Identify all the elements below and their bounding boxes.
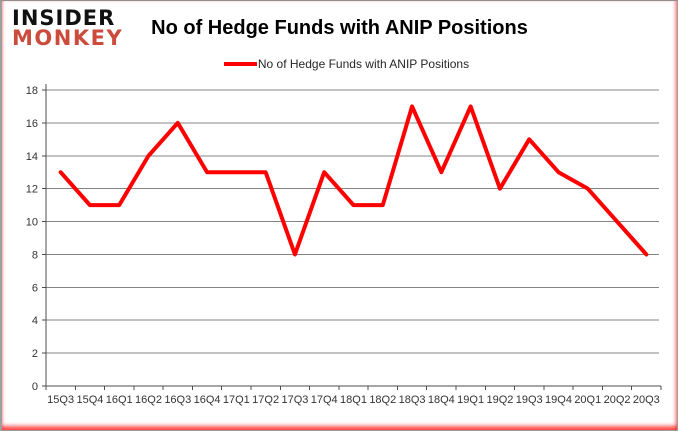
x-tick-label: 16Q3: [164, 394, 191, 406]
x-tick-label: 17Q3: [281, 394, 308, 406]
x-tick-label: 18Q3: [399, 394, 426, 406]
insider-monkey-logo: INSIDER MONKEY: [12, 6, 124, 50]
legend-label: No of Hedge Funds with ANIP Positions: [257, 57, 470, 71]
x-tick-label: 20Q3: [633, 394, 660, 406]
x-tick-label: 18Q4: [428, 394, 455, 406]
x-tick-label: 19Q2: [486, 394, 513, 406]
x-tick-label: 19Q3: [516, 394, 543, 406]
x-tick-label: 19Q1: [457, 394, 484, 406]
y-tick-label: 0: [32, 381, 38, 393]
logo-monkey-text: MONKEY: [12, 25, 124, 50]
y-tick-label: 18: [26, 85, 38, 97]
x-tick-label: 17Q2: [252, 394, 279, 406]
y-tick-label: 12: [26, 184, 38, 196]
legend-line-swatch: [223, 62, 257, 66]
x-tick-label: 16Q4: [194, 394, 221, 406]
y-tick-label: 6: [32, 282, 38, 294]
x-tick-label: 17Q1: [223, 394, 250, 406]
chart-title: No of Hedge Funds with ANIP Positions: [151, 17, 528, 39]
series-line: [58, 104, 649, 257]
x-tick-label: 16Q1: [106, 394, 133, 406]
y-tick-label: 4: [32, 315, 38, 327]
y-tick-label: 14: [26, 151, 38, 163]
x-tick-label: 19Q4: [545, 394, 572, 406]
y-tick-label: 10: [26, 217, 38, 229]
x-tick-label: 16Q2: [135, 394, 162, 406]
legend: No of Hedge Funds with ANIP Positions: [2, 57, 677, 71]
x-tick-label: 20Q1: [574, 394, 601, 406]
y-tick-label: 2: [32, 348, 38, 360]
x-tick-label: 15Q4: [76, 394, 103, 406]
logo-insider-text: INSIDER: [12, 6, 116, 30]
x-tick-label: 17Q4: [311, 394, 338, 406]
y-tick-label: 16: [26, 118, 38, 130]
y-tick-label: 8: [32, 249, 38, 261]
x-tick-label: 20Q2: [604, 394, 631, 406]
x-tick-label: 18Q2: [369, 394, 396, 406]
x-tick-label: 18Q1: [340, 394, 367, 406]
x-tick-label: 15Q3: [47, 394, 74, 406]
